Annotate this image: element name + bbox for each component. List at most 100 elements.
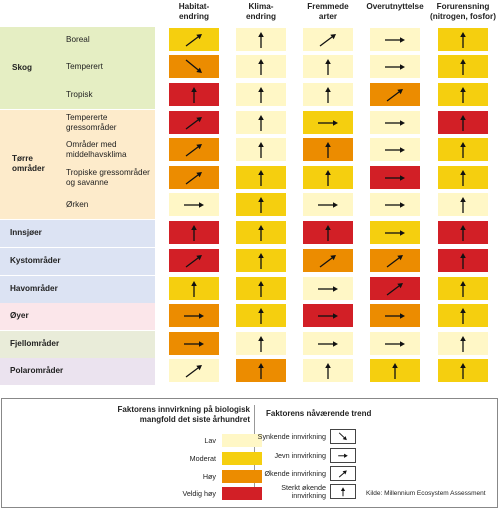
matrix-cell bbox=[169, 277, 219, 300]
matrix-cell bbox=[236, 221, 286, 244]
trend-arrow-right-icon bbox=[338, 453, 348, 458]
matrix-cell bbox=[370, 166, 420, 189]
matrix-cell bbox=[370, 249, 420, 272]
matrix-cell bbox=[303, 111, 353, 134]
trend-arrow-up-right-icon bbox=[185, 34, 202, 47]
trend-arrow-up-icon bbox=[258, 197, 264, 213]
trend-arrow-down-right-icon bbox=[185, 59, 202, 73]
group-label-hav: Havområder bbox=[10, 284, 58, 294]
legend-impact-label: Lav bbox=[204, 436, 216, 445]
legend-swatch-high bbox=[222, 470, 262, 483]
matrix-cell bbox=[236, 28, 286, 51]
legend-impact-label: Veldig høy bbox=[182, 489, 216, 498]
trend-arrow-up-icon bbox=[325, 170, 331, 186]
trend-arrow-up-icon bbox=[460, 225, 466, 241]
trend-arrow-up-right-icon bbox=[319, 255, 336, 268]
trend-arrow-up-icon bbox=[191, 225, 197, 241]
matrix-cell bbox=[169, 221, 219, 244]
trend-arrow-right-icon bbox=[318, 286, 338, 292]
matrix-cell bbox=[438, 359, 488, 382]
trend-arrow-right-icon bbox=[385, 175, 405, 181]
matrix-cell bbox=[303, 138, 353, 161]
matrix-cell bbox=[438, 221, 488, 244]
row-label: Tropiske gressområder og savanne bbox=[66, 168, 150, 187]
matrix-cell bbox=[438, 332, 488, 355]
trend-arrow-up-icon bbox=[460, 170, 466, 186]
trend-arrow-up-icon bbox=[258, 363, 264, 379]
group-label-oyer: Øyer bbox=[10, 311, 29, 321]
legend-swatch-moderate bbox=[222, 452, 262, 465]
matrix-cell bbox=[303, 249, 353, 272]
trend-arrow-up-icon bbox=[460, 32, 466, 48]
legend-impact-label: Høy bbox=[202, 472, 216, 481]
trend-arrow-right-icon bbox=[385, 37, 405, 43]
group-band-innsjoer bbox=[0, 220, 155, 247]
matrix-cell bbox=[438, 55, 488, 78]
group-band-polar bbox=[0, 358, 155, 385]
trend-arrow-right-icon bbox=[385, 147, 405, 153]
trend-arrow-up-icon bbox=[460, 281, 466, 297]
group-label-kyst: Kystområder bbox=[10, 256, 61, 266]
trend-arrow-right-icon bbox=[318, 120, 338, 126]
matrix-cell bbox=[370, 83, 420, 106]
trend-arrow-up-icon bbox=[258, 170, 264, 186]
column-header-forurensning: Forurensning (nitrogen, fosfor) bbox=[430, 2, 496, 21]
matrix-cell bbox=[236, 166, 286, 189]
matrix-cell bbox=[303, 221, 353, 244]
trend-arrow-up-icon bbox=[191, 281, 197, 297]
matrix-cell bbox=[236, 332, 286, 355]
group-label-innsjoer: Innsjøer bbox=[10, 228, 42, 238]
matrix-cell bbox=[169, 111, 219, 134]
trend-arrow-up-icon bbox=[191, 87, 197, 103]
column-header-fremmede: Fremmede arter bbox=[307, 2, 349, 21]
row-label: Tempererte gressområder bbox=[66, 113, 117, 132]
row-label: Temperert bbox=[66, 61, 103, 71]
trend-arrow-right-icon bbox=[385, 341, 405, 347]
trend-arrow-up-icon bbox=[325, 87, 331, 103]
row-label: Tropisk bbox=[66, 89, 93, 99]
matrix-cell bbox=[236, 138, 286, 161]
matrix-cell bbox=[370, 55, 420, 78]
matrix-cell bbox=[303, 55, 353, 78]
matrix-cell bbox=[438, 249, 488, 272]
group-band-kyst bbox=[0, 248, 155, 275]
trend-arrow-up-icon bbox=[460, 308, 466, 324]
matrix-cell bbox=[438, 83, 488, 106]
legend-trend-box bbox=[330, 448, 356, 463]
trend-arrow-up-icon bbox=[258, 253, 264, 269]
group-band-hav bbox=[0, 276, 155, 303]
group-band-fjell bbox=[0, 331, 155, 358]
trend-arrow-right-icon bbox=[184, 202, 204, 208]
matrix-cell bbox=[169, 332, 219, 355]
trend-arrow-up-right-icon bbox=[386, 89, 403, 102]
trend-arrow-right-icon bbox=[385, 313, 405, 319]
matrix-cell bbox=[169, 83, 219, 106]
matrix-cell bbox=[303, 28, 353, 51]
matrix-cell bbox=[370, 304, 420, 327]
matrix-cell bbox=[303, 304, 353, 327]
group-label-skog: Skog bbox=[12, 62, 33, 72]
trend-arrow-up-icon bbox=[340, 487, 346, 497]
matrix-cell bbox=[236, 55, 286, 78]
matrix-cell bbox=[236, 277, 286, 300]
trend-arrow-up-right-icon bbox=[185, 144, 202, 157]
matrix-cell bbox=[236, 304, 286, 327]
row-label: Områder med middelhavsklima bbox=[66, 140, 127, 159]
matrix-cell bbox=[370, 332, 420, 355]
legend-impact-title: Faktorens innvirkning på biologisk mangf… bbox=[117, 405, 250, 424]
matrix-cell bbox=[303, 83, 353, 106]
matrix-cell bbox=[370, 277, 420, 300]
trend-arrow-down-right-icon bbox=[338, 432, 347, 441]
matrix-cell bbox=[303, 332, 353, 355]
trend-arrow-up-icon bbox=[460, 59, 466, 75]
legend-swatch-low bbox=[222, 434, 262, 447]
trend-arrow-up-right-icon bbox=[386, 255, 403, 268]
legend-trend-title: Faktorens nåværende trend bbox=[266, 409, 372, 418]
trend-arrow-up-icon bbox=[258, 225, 264, 241]
matrix-cell bbox=[370, 138, 420, 161]
trend-arrow-right-icon bbox=[318, 341, 338, 347]
matrix-cell bbox=[438, 166, 488, 189]
trend-arrow-up-icon bbox=[258, 281, 264, 297]
source-note: Kilde: Millennium Ecosystem Assessment bbox=[366, 490, 486, 497]
legend-trend-box bbox=[330, 484, 356, 499]
